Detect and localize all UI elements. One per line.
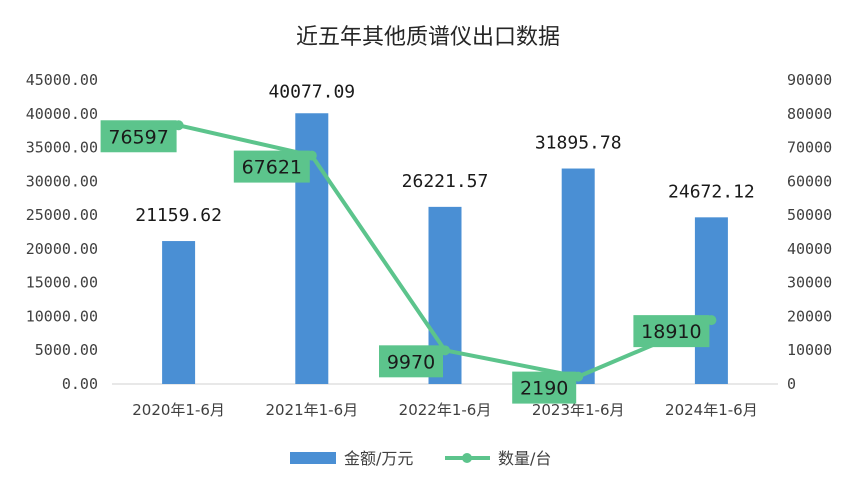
y-left-tick-label: 45000.00 [26, 71, 98, 89]
y-left-tick-label: 30000.00 [26, 172, 98, 190]
bar-value-label: 21159.62 [135, 205, 222, 226]
y-left-tick-label: 35000.00 [26, 139, 98, 157]
y-left-tick-label: 20000.00 [26, 240, 98, 258]
x-tick-label: 2024年1-6月 [665, 401, 758, 419]
axes: 0.00 5000.00 10000.00 15000.00 20000.00 25000… [26, 71, 832, 419]
y-right-tick-label: 80000 [787, 105, 832, 123]
line-value-label-box [512, 371, 577, 404]
x-tick-label: 2021年1-6月 [265, 401, 358, 419]
line-value-label: 76597 [108, 126, 168, 148]
y-right-tick-label: 10000 [787, 341, 832, 359]
x-tick-label: 2022年1-6月 [399, 401, 492, 419]
line-value-label: 9970 [387, 351, 435, 373]
data-labels: 21159.62 40077.09 26221.57 31895.78 24672.12… [100, 81, 755, 404]
bar-value-label: 26221.57 [402, 171, 489, 192]
y-left-tick-label: 15000.00 [26, 274, 98, 292]
legend-swatch-marker [462, 453, 472, 463]
legend-label: 数量/台 [498, 449, 551, 468]
line-value-label: 67621 [242, 157, 302, 179]
line-value-label-box [100, 120, 177, 153]
x-tick-label: 2020年1-6月 [132, 401, 225, 419]
y-left-tick-label: 25000.00 [26, 206, 98, 224]
y-left-tick-label: 0.00 [62, 375, 98, 393]
y-right-tick-label: 60000 [787, 172, 832, 190]
bar-value-label: 31895.78 [535, 133, 622, 154]
line-value-label: 18910 [641, 321, 701, 343]
bar [561, 168, 595, 384]
line-value-label-box [233, 150, 310, 183]
y-left-tick-label: 10000.00 [26, 307, 98, 325]
y-right-tick-label: 20000 [787, 307, 832, 325]
y-left-tick-label: 5000.00 [35, 341, 98, 359]
legend: 金额/万元 数量/台 [290, 449, 551, 468]
line-value-label: 2190 [520, 378, 568, 400]
line-value-label-box [379, 345, 443, 378]
chart-title: 近五年其他质谱仪出口数据 [296, 25, 560, 50]
y-right-tick-label: 30000 [787, 274, 832, 292]
legend-label: 金额/万元 [344, 449, 413, 468]
bar [162, 241, 196, 384]
line-value-label-box [633, 315, 710, 348]
bar-value-label: 24672.12 [668, 181, 755, 202]
y-right-tick-label: 90000 [787, 71, 832, 89]
y-right-tick-label: 0 [787, 375, 796, 393]
bars [162, 113, 728, 384]
bar-value-label: 40077.09 [268, 81, 355, 102]
y-right-tick-label: 40000 [787, 240, 832, 258]
y-right-tick-label: 50000 [787, 206, 832, 224]
bar [694, 217, 728, 384]
y-left-tick-label: 40000.00 [26, 105, 98, 123]
legend-swatch-bar [290, 452, 336, 464]
y-right-tick-label: 70000 [787, 139, 832, 157]
x-tick-label: 2023年1-6月 [532, 401, 625, 419]
